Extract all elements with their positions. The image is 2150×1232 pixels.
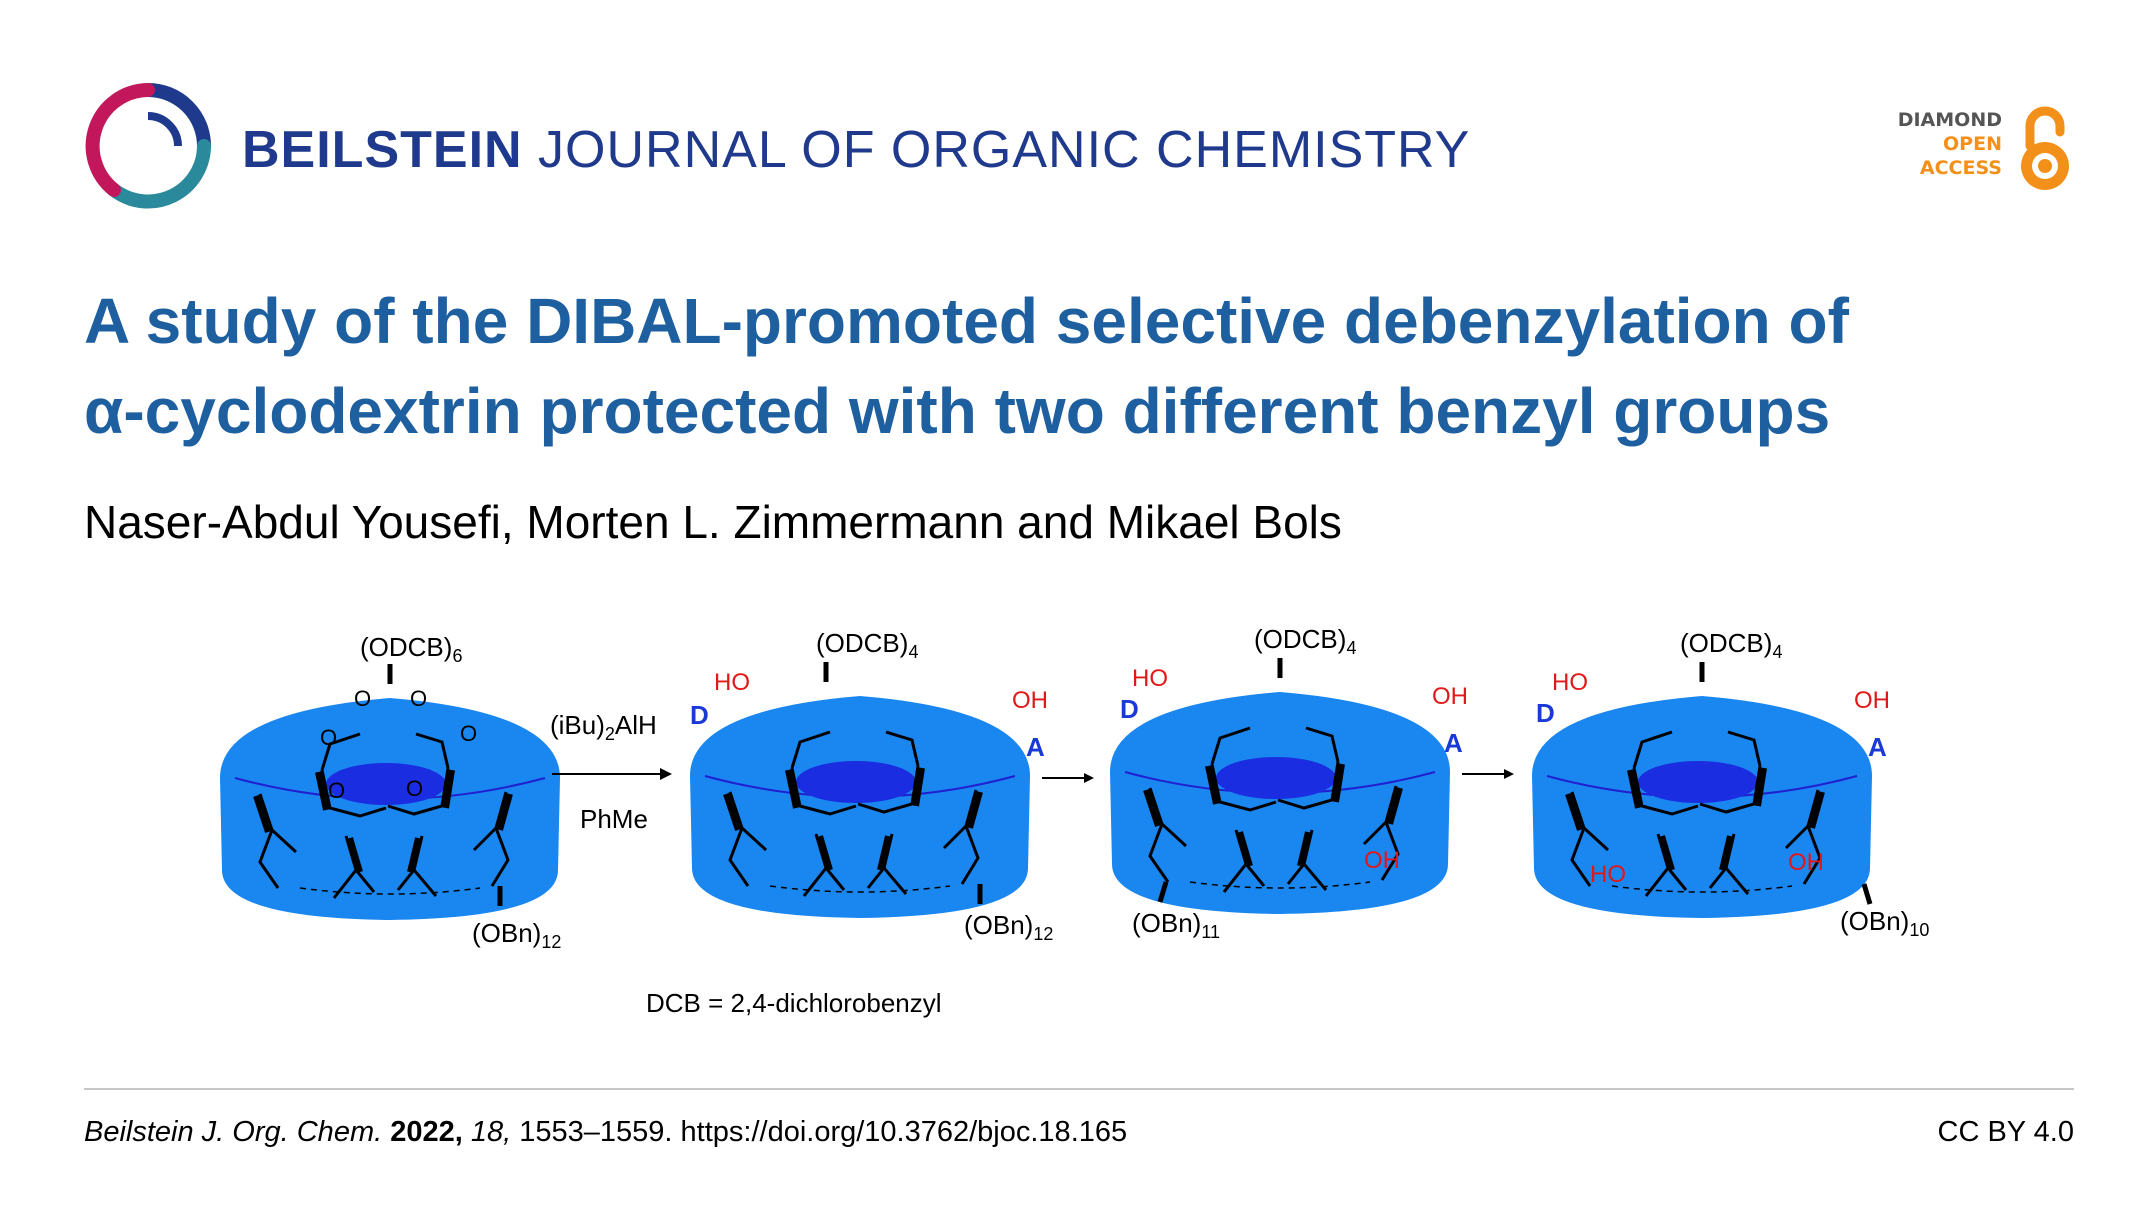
license-label: CC BY 4.0 bbox=[1937, 1116, 2074, 1148]
a-label: A bbox=[1026, 732, 1045, 762]
badge-line-diamond: DIAMOND bbox=[1897, 109, 2002, 131]
a-label: A bbox=[1444, 728, 1463, 758]
scheme-footnote: DCB = 2,4-dichlorobenzyl bbox=[646, 988, 942, 1018]
badge-line-open: OPEN bbox=[1943, 133, 2002, 155]
o-label: O bbox=[320, 725, 337, 750]
journal-name-strong: BEILSTEIN bbox=[242, 121, 523, 179]
journal-name-light: JOURNAL OF ORGANIC CHEMISTRY bbox=[538, 121, 1471, 179]
oh-label: OH bbox=[1012, 687, 1048, 714]
top-substituent-label: (ODCB)4 bbox=[1254, 624, 1356, 658]
o-label: O bbox=[406, 776, 423, 801]
o-label: O bbox=[460, 721, 477, 746]
reagent-label: (iBu)2AlH bbox=[550, 710, 657, 744]
open-access-badge: DIAMOND OPEN ACCESS bbox=[1874, 102, 2074, 198]
graphical-abstract-scheme: O O O O O O (ODCB)6 (OBn)12 (iBu)2AlH Ph… bbox=[200, 624, 1929, 1018]
citation-volume: 18, bbox=[470, 1116, 512, 1148]
author-list: Naser-Abdul Yousefi, Morten L. Zimmerman… bbox=[84, 496, 1342, 548]
citation-pages-doi[interactable]: 1553–1559. https://doi.org/10.3762/bjoc.… bbox=[519, 1116, 1128, 1148]
structure-2: D A HO OH (ODCB)4 (OBn)12 bbox=[690, 628, 1053, 944]
o-label: O bbox=[410, 686, 427, 711]
ho-label: HO bbox=[1590, 861, 1626, 888]
oh-label: OH bbox=[1788, 849, 1824, 876]
open-access-lock-icon bbox=[2021, 106, 2069, 190]
ho-label: HO bbox=[1552, 669, 1588, 696]
journal-header: BEILSTEIN JOURNAL OF ORGANIC CHEMISTRY D… bbox=[84, 82, 2074, 212]
structure-4: D A HO OH HO OH (ODCB)4 (OBn)10 bbox=[1532, 628, 1929, 940]
reaction-arrow bbox=[1042, 773, 1094, 783]
bottom-substituent-label: (OBn)12 bbox=[472, 918, 561, 952]
top-substituent-label: (ODCB)6 bbox=[360, 632, 462, 666]
d-label: D bbox=[690, 700, 709, 730]
structure-3: D A HO OH OH (ODCB)4 (OBn)11 bbox=[1110, 624, 1468, 942]
o-label: O bbox=[328, 778, 345, 803]
bottom-substituent-label: (OBn)10 bbox=[1840, 906, 1929, 940]
journal-logo-icon bbox=[85, 83, 211, 209]
reaction-arrow: (iBu)2AlH PhMe bbox=[550, 710, 672, 834]
solvent-label: PhMe bbox=[580, 804, 648, 834]
oh-label: OH bbox=[1364, 847, 1400, 874]
ho-label: HO bbox=[714, 669, 750, 696]
citation: Beilstein J. Org. Chem. 2022, 18, 1553–1… bbox=[84, 1112, 1127, 1152]
structure-1: O O O O O O (ODCB)6 (OBn)12 bbox=[220, 632, 561, 952]
d-label: D bbox=[1120, 694, 1139, 724]
article-title: A study of the DIBAL-promoted selective … bbox=[84, 276, 2074, 456]
journal-abbrev: Beilstein J. Org. Chem. bbox=[84, 1116, 383, 1148]
badge-line-access: ACCESS bbox=[1919, 157, 2002, 179]
oh-label: OH bbox=[1854, 687, 1890, 714]
citation-footer: Beilstein J. Org. Chem. 2022, 18, 1553–1… bbox=[84, 1112, 2074, 1152]
bottom-substituent-label: (OBn)12 bbox=[964, 910, 1053, 944]
top-substituent-label: (ODCB)4 bbox=[1680, 628, 1782, 662]
o-label: O bbox=[354, 686, 371, 711]
journal-name: BEILSTEIN JOURNAL OF ORGANIC CHEMISTRY bbox=[242, 120, 1470, 180]
top-substituent-label: (ODCB)4 bbox=[816, 628, 918, 662]
citation-year: 2022, bbox=[390, 1116, 463, 1148]
d-label: D bbox=[1536, 698, 1555, 728]
a-label: A bbox=[1868, 732, 1887, 762]
footer-divider bbox=[84, 1088, 2074, 1090]
oh-label: OH bbox=[1432, 683, 1468, 710]
bottom-substituent-label: (OBn)11 bbox=[1132, 908, 1220, 942]
ho-label: HO bbox=[1132, 665, 1168, 692]
reaction-arrow bbox=[1462, 769, 1514, 779]
title-line-1: A study of the DIBAL-promoted selective … bbox=[84, 285, 1849, 357]
title-line-2: α-cyclodextrin protected with two differ… bbox=[84, 375, 1831, 447]
